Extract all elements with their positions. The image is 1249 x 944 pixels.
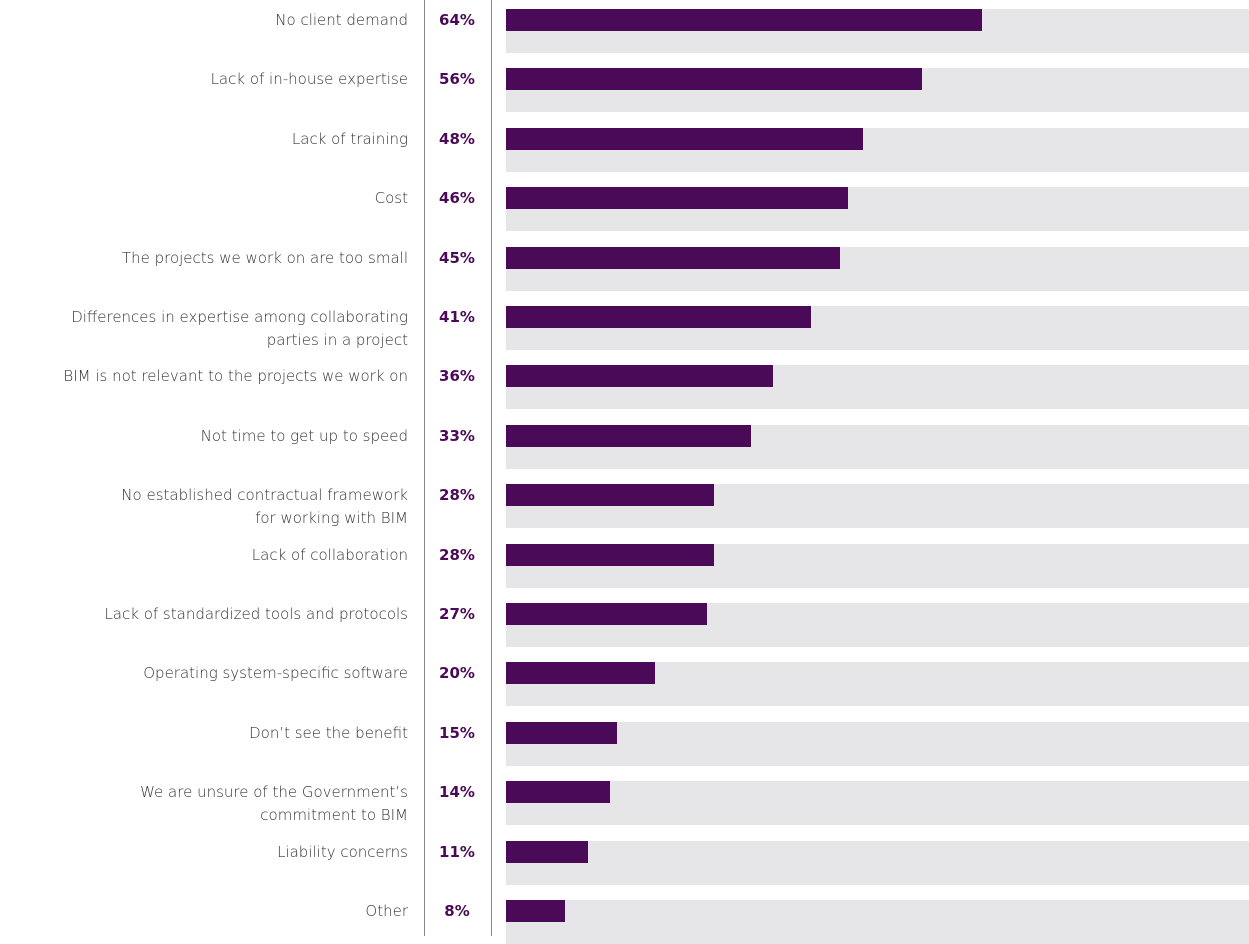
bar <box>506 781 611 804</box>
value-label: 41% <box>439 308 475 326</box>
category-label: Not time to get up to speed <box>200 426 408 445</box>
value-label: 56% <box>439 70 475 89</box>
category-label: BIM is not relevant to the projects we w… <box>63 367 408 386</box>
bar <box>506 543 715 566</box>
category-label: Cost <box>374 189 408 208</box>
divider <box>491 0 492 936</box>
value-label: 8% <box>444 902 470 920</box>
value-label: 46% <box>439 189 475 208</box>
category-label: Operating system-specific software <box>143 664 408 683</box>
bar <box>506 484 715 507</box>
bar <box>506 662 655 685</box>
divider <box>424 0 425 936</box>
category-label: No established contractual framework for… <box>121 486 408 528</box>
value-label: 45% <box>439 248 475 267</box>
value-label: 28% <box>439 545 475 564</box>
value-label: 20% <box>439 664 475 683</box>
bar <box>506 127 863 150</box>
track <box>506 721 1249 766</box>
category-label: Lack of training <box>291 129 408 148</box>
bar <box>506 840 588 863</box>
bar <box>506 246 841 269</box>
bar <box>506 603 707 625</box>
track <box>506 840 1249 885</box>
category-label: We are unsure of the Government’s commit… <box>140 783 408 825</box>
value-label: 14% <box>439 783 475 802</box>
bar <box>506 9 982 31</box>
value-label: 33% <box>439 426 475 445</box>
bar <box>506 900 566 922</box>
bar <box>506 721 618 744</box>
track <box>506 781 1249 826</box>
bar <box>506 365 774 388</box>
value-label: 48% <box>439 129 475 148</box>
category-label: No client demand <box>275 11 408 29</box>
value-label: 64% <box>439 11 475 29</box>
value-label: 11% <box>439 842 475 861</box>
category-label: Lack of collaboration <box>251 545 408 564</box>
value-label: 36% <box>439 367 475 386</box>
category-label: Lack of standardized tools and protocols <box>104 605 408 623</box>
value-label: 28% <box>439 486 475 505</box>
bar <box>506 306 811 328</box>
track <box>506 900 1249 944</box>
category-label: Other <box>365 902 408 920</box>
bar <box>506 187 848 210</box>
value-label: 27% <box>439 605 475 623</box>
value-label: 15% <box>439 723 475 742</box>
bar <box>506 424 752 447</box>
category-label: Differences in expertise among collabora… <box>71 308 408 349</box>
category-label: Liability concerns <box>277 842 408 861</box>
bar <box>506 68 923 91</box>
category-label: The projects we work on are too small <box>121 248 408 267</box>
category-label: Lack of in-house expertise <box>210 70 408 89</box>
category-label: Don’t see the benefit <box>249 723 408 742</box>
